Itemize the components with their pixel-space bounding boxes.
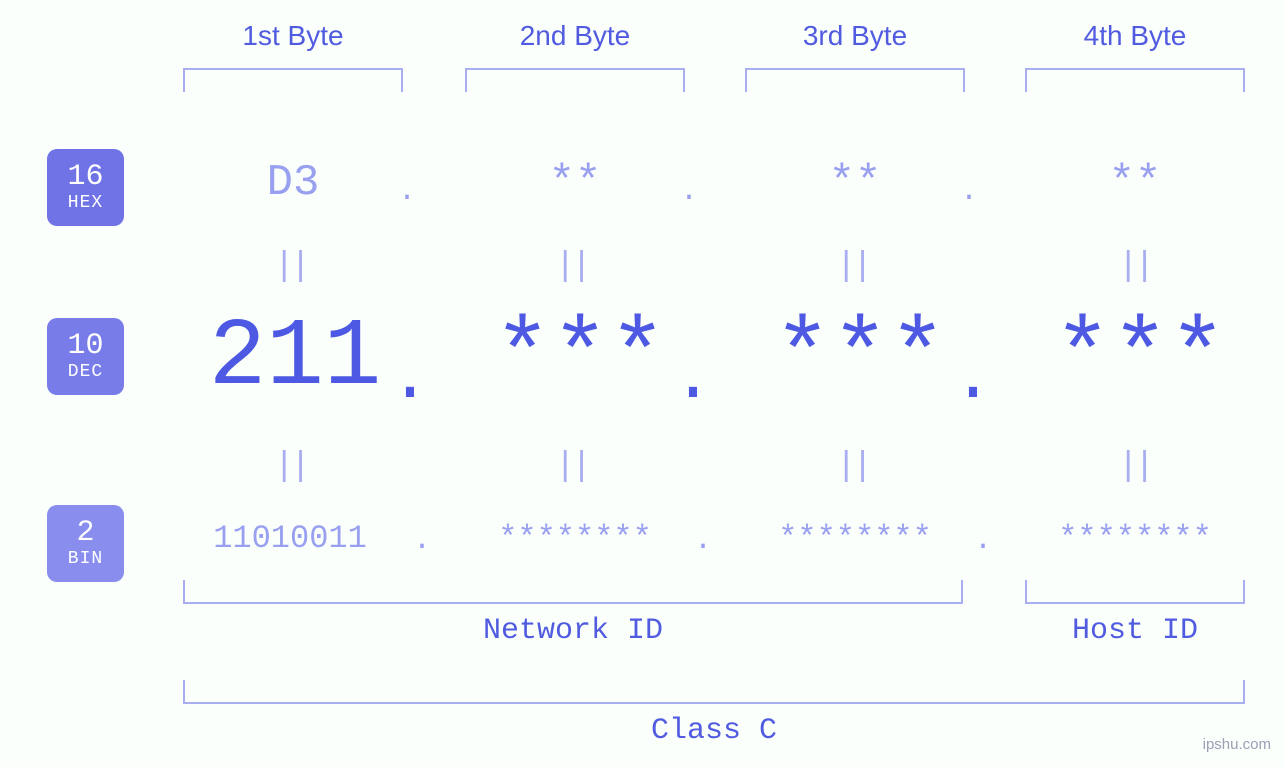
- equals-icon: ||: [1118, 248, 1151, 286]
- bracket-byte-1: [183, 68, 403, 92]
- label-host-id: Host ID: [1025, 614, 1245, 648]
- bin-dot-1: .: [413, 524, 431, 558]
- hex-byte-4: **: [1025, 158, 1245, 208]
- watermark: ipshu.com: [1203, 736, 1271, 753]
- bin-dot-2: .: [694, 524, 712, 558]
- base-badge-dec: 10 DEC: [47, 318, 124, 395]
- dec-dot-2: .: [672, 340, 714, 419]
- badge-hex-abbr: HEX: [68, 194, 103, 213]
- equals-icon: ||: [555, 448, 588, 486]
- base-badge-bin: 2 BIN: [47, 505, 124, 582]
- hex-byte-3: **: [745, 158, 965, 208]
- label-network-id: Network ID: [183, 614, 963, 648]
- byte-header-3: 3rd Byte: [745, 20, 965, 52]
- label-class: Class C: [183, 714, 1245, 748]
- bin-byte-2: ********: [445, 520, 705, 557]
- hex-dot-2: .: [680, 175, 698, 209]
- bracket-host-id: [1025, 580, 1245, 604]
- byte-header-2: 2nd Byte: [465, 20, 685, 52]
- bracket-network-id: [183, 580, 963, 604]
- bracket-class: [183, 680, 1245, 704]
- dec-dot-3: .: [952, 340, 994, 419]
- bracket-byte-3: [745, 68, 965, 92]
- bin-byte-1: 11010011: [160, 520, 420, 557]
- bracket-byte-4: [1025, 68, 1245, 92]
- bin-dot-3: .: [974, 524, 992, 558]
- dec-byte-1: 211: [170, 303, 420, 412]
- bin-byte-4: ********: [1005, 520, 1265, 557]
- base-badge-hex: 16 HEX: [47, 149, 124, 226]
- equals-icon: ||: [274, 448, 307, 486]
- badge-dec-num: 10: [67, 331, 103, 363]
- byte-header-4: 4th Byte: [1025, 20, 1245, 52]
- badge-bin-abbr: BIN: [68, 550, 103, 569]
- equals-icon: ||: [1118, 448, 1151, 486]
- bin-byte-3: ********: [725, 520, 985, 557]
- dec-byte-4: ***: [1015, 303, 1265, 412]
- hex-dot-3: .: [960, 175, 978, 209]
- equals-icon: ||: [836, 248, 869, 286]
- equals-icon: ||: [836, 448, 869, 486]
- hex-byte-2: **: [465, 158, 685, 208]
- dec-byte-2: ***: [455, 303, 705, 412]
- equals-icon: ||: [274, 248, 307, 286]
- byte-header-1: 1st Byte: [183, 20, 403, 52]
- hex-dot-1: .: [398, 175, 416, 209]
- hex-byte-1: D3: [183, 158, 403, 208]
- badge-bin-num: 2: [76, 518, 94, 550]
- dec-byte-3: ***: [735, 303, 985, 412]
- dec-dot-1: .: [389, 340, 431, 419]
- badge-hex-num: 16: [67, 162, 103, 194]
- badge-dec-abbr: DEC: [68, 363, 103, 382]
- bracket-byte-2: [465, 68, 685, 92]
- equals-icon: ||: [555, 248, 588, 286]
- ip-byte-diagram: 16 HEX 10 DEC 2 BIN 1st Byte 2nd Byte 3r…: [0, 0, 1285, 767]
